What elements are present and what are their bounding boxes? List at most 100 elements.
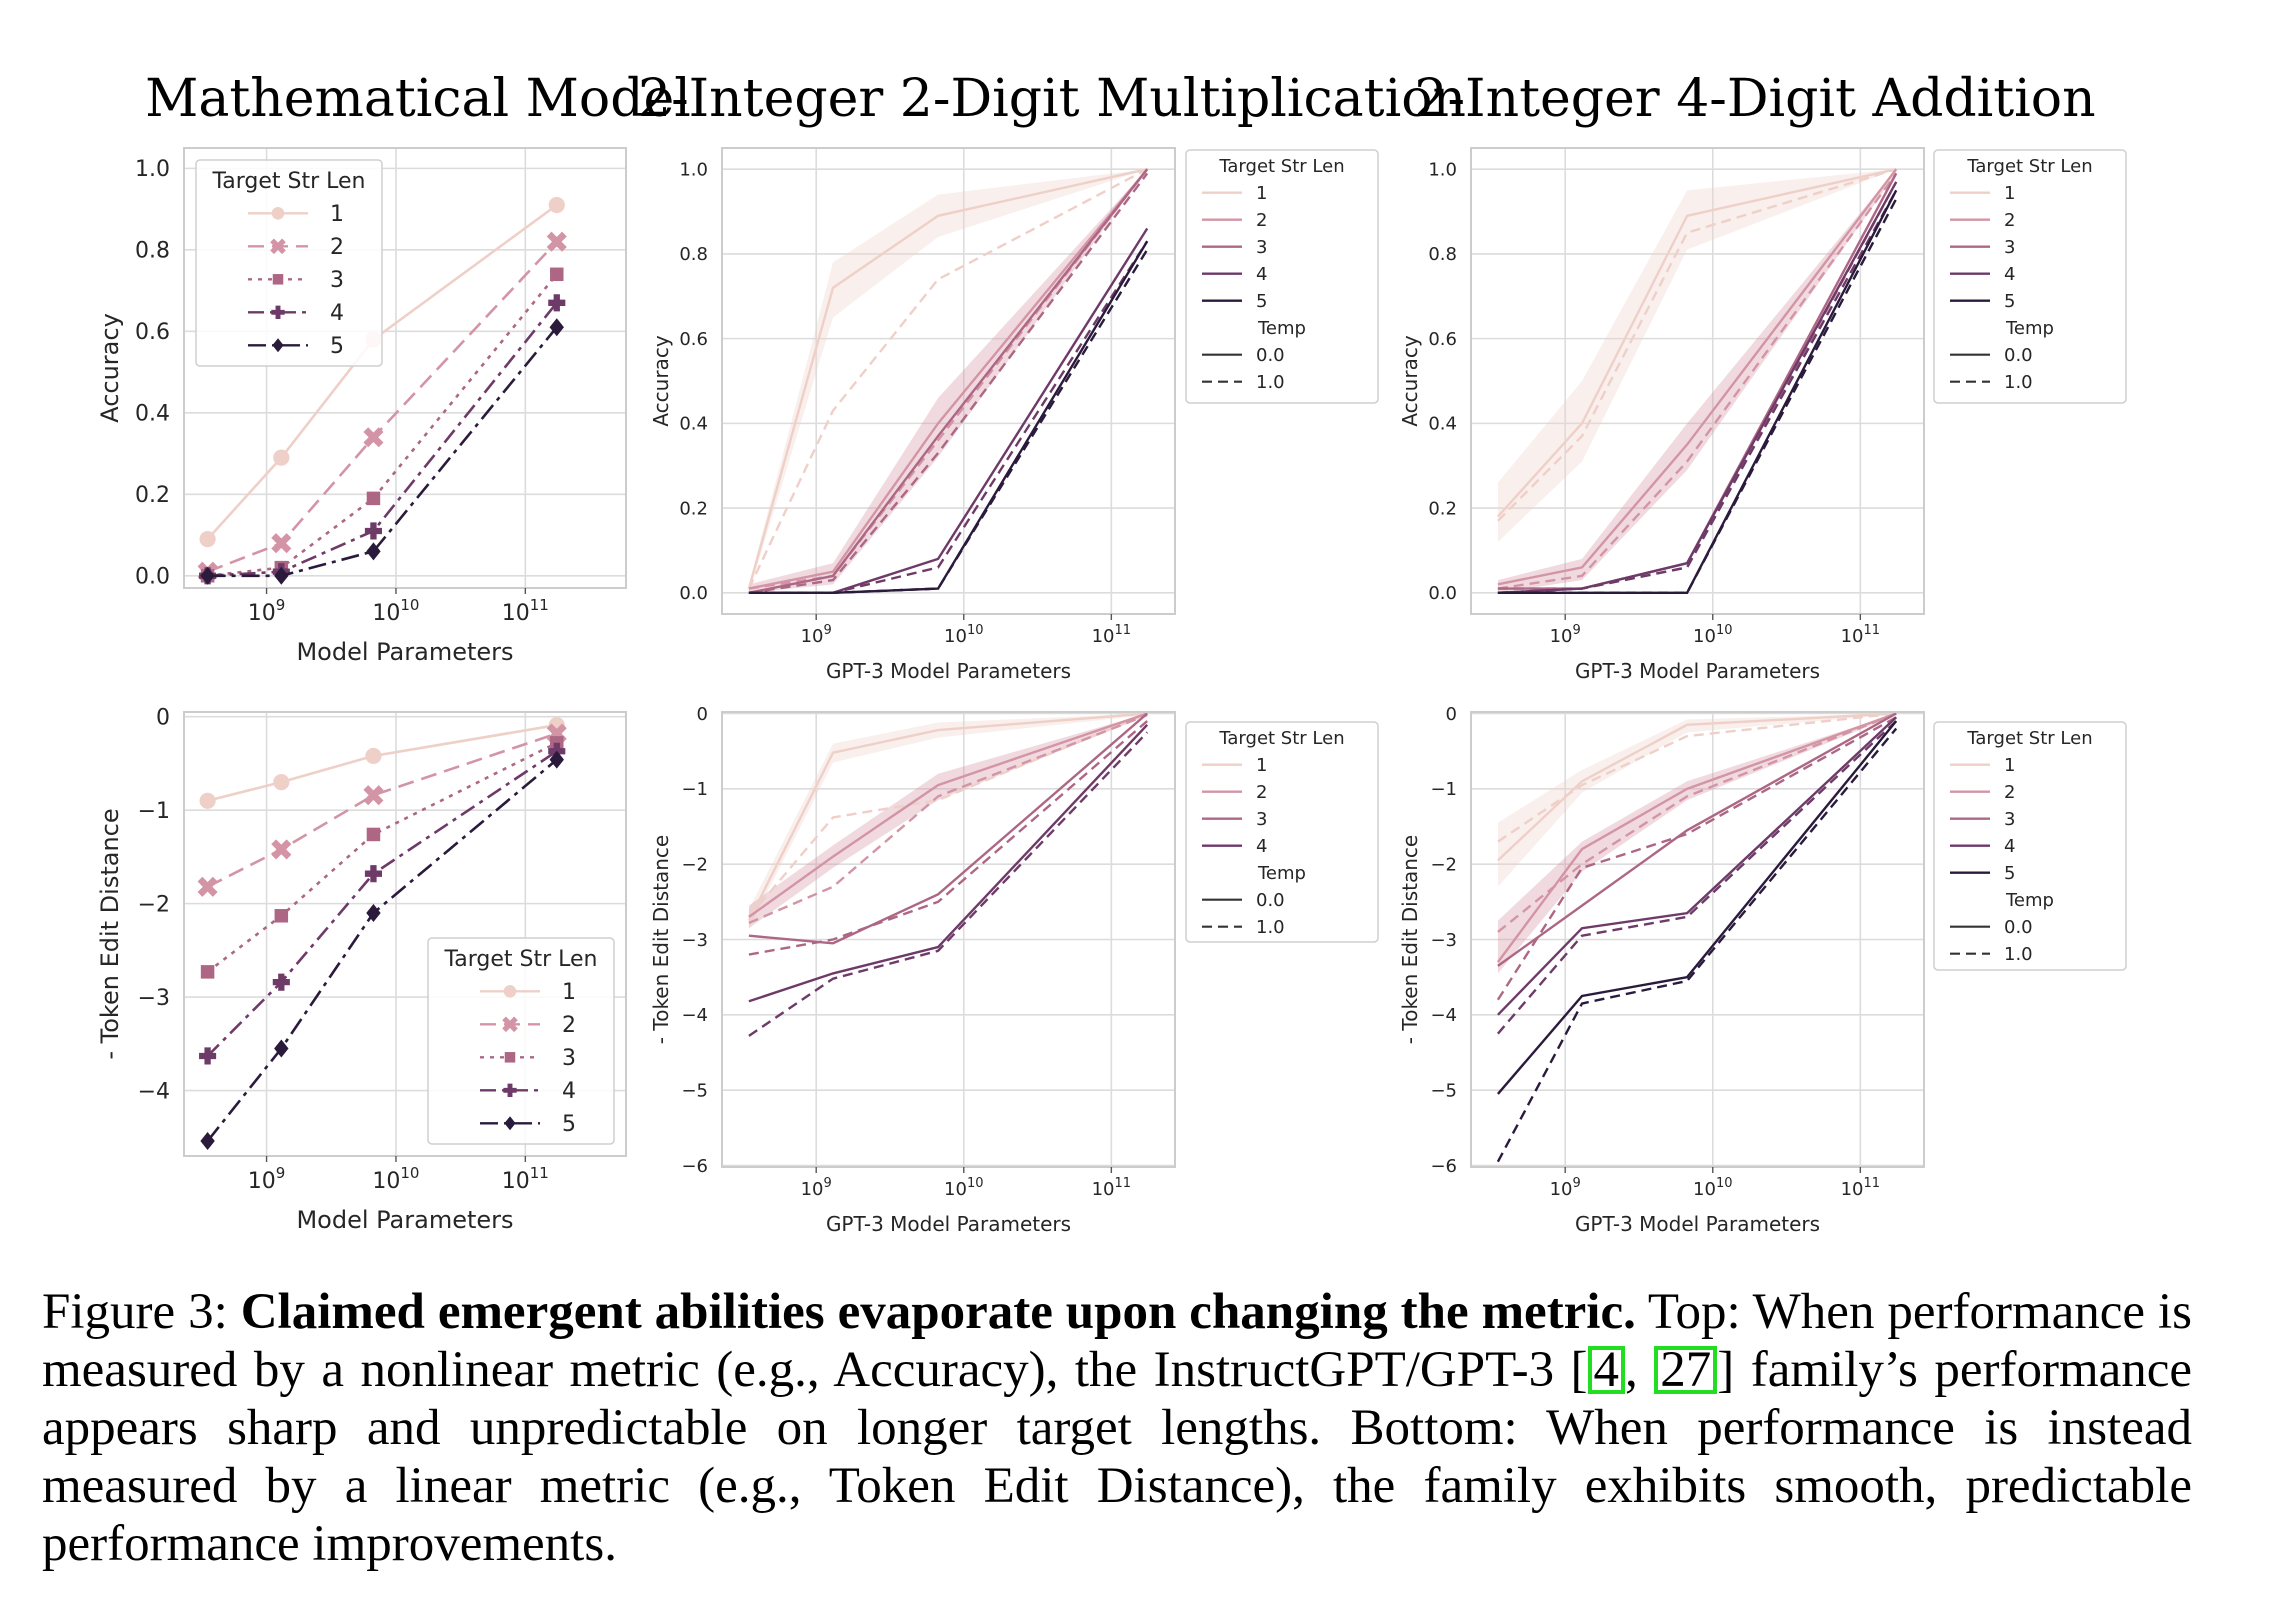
legend-marker-3 <box>504 1052 516 1063</box>
series-line-5 <box>206 758 558 1142</box>
series-line-4-temp-1.0 <box>748 731 1149 1037</box>
legend-label-4: 4 <box>562 1079 576 1104</box>
data-point-5-1 <box>274 566 289 585</box>
y-tick-label-0: 0 <box>156 705 170 730</box>
x-tick-label-2: 1011 <box>1841 623 1880 647</box>
series-line-3-temp-1.0 <box>748 172 1149 595</box>
legend-frame <box>1185 721 1379 943</box>
confidence-band-2 <box>1497 713 1897 974</box>
legend-label-2: 2 <box>2004 782 2015 803</box>
legend-frame <box>195 159 383 367</box>
data-point-5-2 <box>366 542 381 561</box>
y-tick-label-5: −5 <box>1430 1080 1457 1101</box>
legend-label-1: 1 <box>330 202 344 227</box>
legend-label-2: 2 <box>562 1013 576 1038</box>
x-axis-label-bm: GPT-3 Model Parameters <box>826 1212 1071 1236</box>
x-tick-label-1: 1010 <box>1693 623 1732 647</box>
legend-temp-label-1.0: 1.0 <box>2004 944 2033 965</box>
caption-bold: Claimed emergent abilities evaporate upo… <box>240 1284 1636 1340</box>
series-line-2-temp-1.0 <box>1497 172 1898 590</box>
x-axis-label-br: GPT-3 Model Parameters <box>1575 1212 1820 1236</box>
data-point-1-2 <box>365 747 382 765</box>
chart-tr: 109 1010 1011 0.0 0.2 0.4 0.6 0.8 1.0 GPT-3 Model… <box>1398 147 2127 683</box>
y-tick-label-4: −4 <box>1430 1005 1457 1026</box>
data-point-5-1 <box>274 1039 289 1058</box>
x-axis-label-tr: GPT-3 Model Parameters <box>1575 659 1820 683</box>
data-point-1-1 <box>273 774 290 791</box>
legend-label-5: 5 <box>330 334 344 359</box>
x-tick-label-1: 1010 <box>1693 1176 1732 1200</box>
legend-temp-title: Temp <box>1257 318 1306 339</box>
column-title-mathematical-model: Mathematical Model <box>145 69 691 129</box>
x-axis-label-tm: GPT-3 Model Parameters <box>826 659 1071 683</box>
legend-temp-title: Temp <box>2005 890 2054 911</box>
data-point-4-1 <box>272 973 290 991</box>
citation-link-4[interactable]: 4 <box>1587 1345 1626 1396</box>
series-line-1 <box>207 723 557 803</box>
series-line-2-temp-0.0 <box>1497 168 1898 586</box>
legend-temp-label-0.0: 0.0 <box>2004 917 2033 938</box>
legend-frame <box>1185 149 1379 404</box>
y-tick-label-6: −6 <box>1430 1156 1457 1177</box>
x-axis-label-tl: Model Parameters <box>296 638 513 666</box>
plot-frame-tm <box>721 147 1176 615</box>
data-point-4-3 <box>548 294 566 312</box>
series-line-1-temp-1.0 <box>1497 712 1897 843</box>
chart-bl: 109 1010 1011 0 −1 −2 −3 −4 Model Parameters - To… <box>96 705 627 1234</box>
series-line-4-temp-1.0 <box>748 240 1149 595</box>
column-title-addition: 2-Integer 4-Digit Addition <box>1414 69 2095 129</box>
figure-caption: Figure 3: Claimed emergent abilities eva… <box>42 1283 2192 1573</box>
y-tick-label-0: 0 <box>1446 704 1457 725</box>
y-tick-label-0: 0 <box>697 704 708 725</box>
legend-title: Target Str Len <box>443 947 597 972</box>
x-tick-label-2: 1011 <box>502 596 549 626</box>
legend-label-2: 2 <box>1256 782 1267 803</box>
chart-tm: 109 1010 1011 0.0 0.2 0.4 0.6 0.8 1.0 GPT-3 Model… <box>649 147 1379 683</box>
legend-marker-1 <box>271 207 285 220</box>
data-point-1-3 <box>548 196 565 214</box>
legend-marker-4 <box>271 305 285 319</box>
x-tick-label-1: 1010 <box>944 623 983 647</box>
data-point-4-2 <box>364 522 382 540</box>
legend-bl: Target Str Len 1 2 3 4 5 <box>427 937 615 1145</box>
legend-temp-label-0.0: 0.0 <box>2004 345 2033 366</box>
legend-marker-3 <box>272 274 284 285</box>
x-tick-label-0: 109 <box>248 1164 286 1194</box>
series-line-2-temp-0.0 <box>748 712 1148 918</box>
grid-br <box>1471 712 1924 1167</box>
series-line-1-temp-1.0 <box>747 168 1148 590</box>
legend-temp-label-0.0: 0.0 <box>1256 890 1285 911</box>
y-tick-label-1: −1 <box>681 779 708 800</box>
legend-br: Target Str Len 1 2 3 4 5 Temp 0.0 1.0 <box>1933 721 2127 971</box>
series-line-3-temp-0.0 <box>748 712 1148 945</box>
legend-label-4: 4 <box>2004 836 2015 857</box>
data-point-2-2 <box>363 785 384 806</box>
legend-marker-1 <box>503 985 517 998</box>
citation-link-27[interactable]: 27 <box>1654 1345 1718 1396</box>
legend-label-2: 2 <box>1256 210 1267 231</box>
y-axis-label-bm: - Token Edit Distance <box>649 835 673 1044</box>
legend-label-4: 4 <box>1256 264 1267 285</box>
x-tick-label-2: 1011 <box>1092 623 1131 647</box>
data-point-5-0 <box>200 566 215 585</box>
series-line-5-temp-0.0 <box>1496 720 1898 1095</box>
series-line-1 <box>206 203 558 540</box>
y-tick-label-3: 0.6 <box>1428 329 1457 350</box>
legend-marker-2 <box>270 238 286 255</box>
legend-label-3: 3 <box>1256 237 1267 258</box>
legend-label-2: 2 <box>330 235 344 260</box>
data-point-2-0 <box>197 876 218 897</box>
series-line-2-temp-0.0 <box>748 168 1149 590</box>
legend-marker-4 <box>503 1083 517 1097</box>
data-point-2-3 <box>546 231 567 252</box>
legend-tr: Target Str Len 1 2 3 4 5 Temp 0.0 1.0 <box>1933 149 2127 404</box>
legend-label-1: 1 <box>2004 755 2015 776</box>
legend-label-3: 3 <box>2004 809 2015 830</box>
legend-label-4: 4 <box>2004 264 2015 285</box>
y-tick-label-3: 0.6 <box>679 329 708 350</box>
grid-tr <box>1471 148 1924 614</box>
legend-temp-title: Temp <box>1257 863 1306 884</box>
y-tick-label-2: 0.4 <box>135 402 170 427</box>
y-tick-label-3: −3 <box>1430 930 1457 951</box>
